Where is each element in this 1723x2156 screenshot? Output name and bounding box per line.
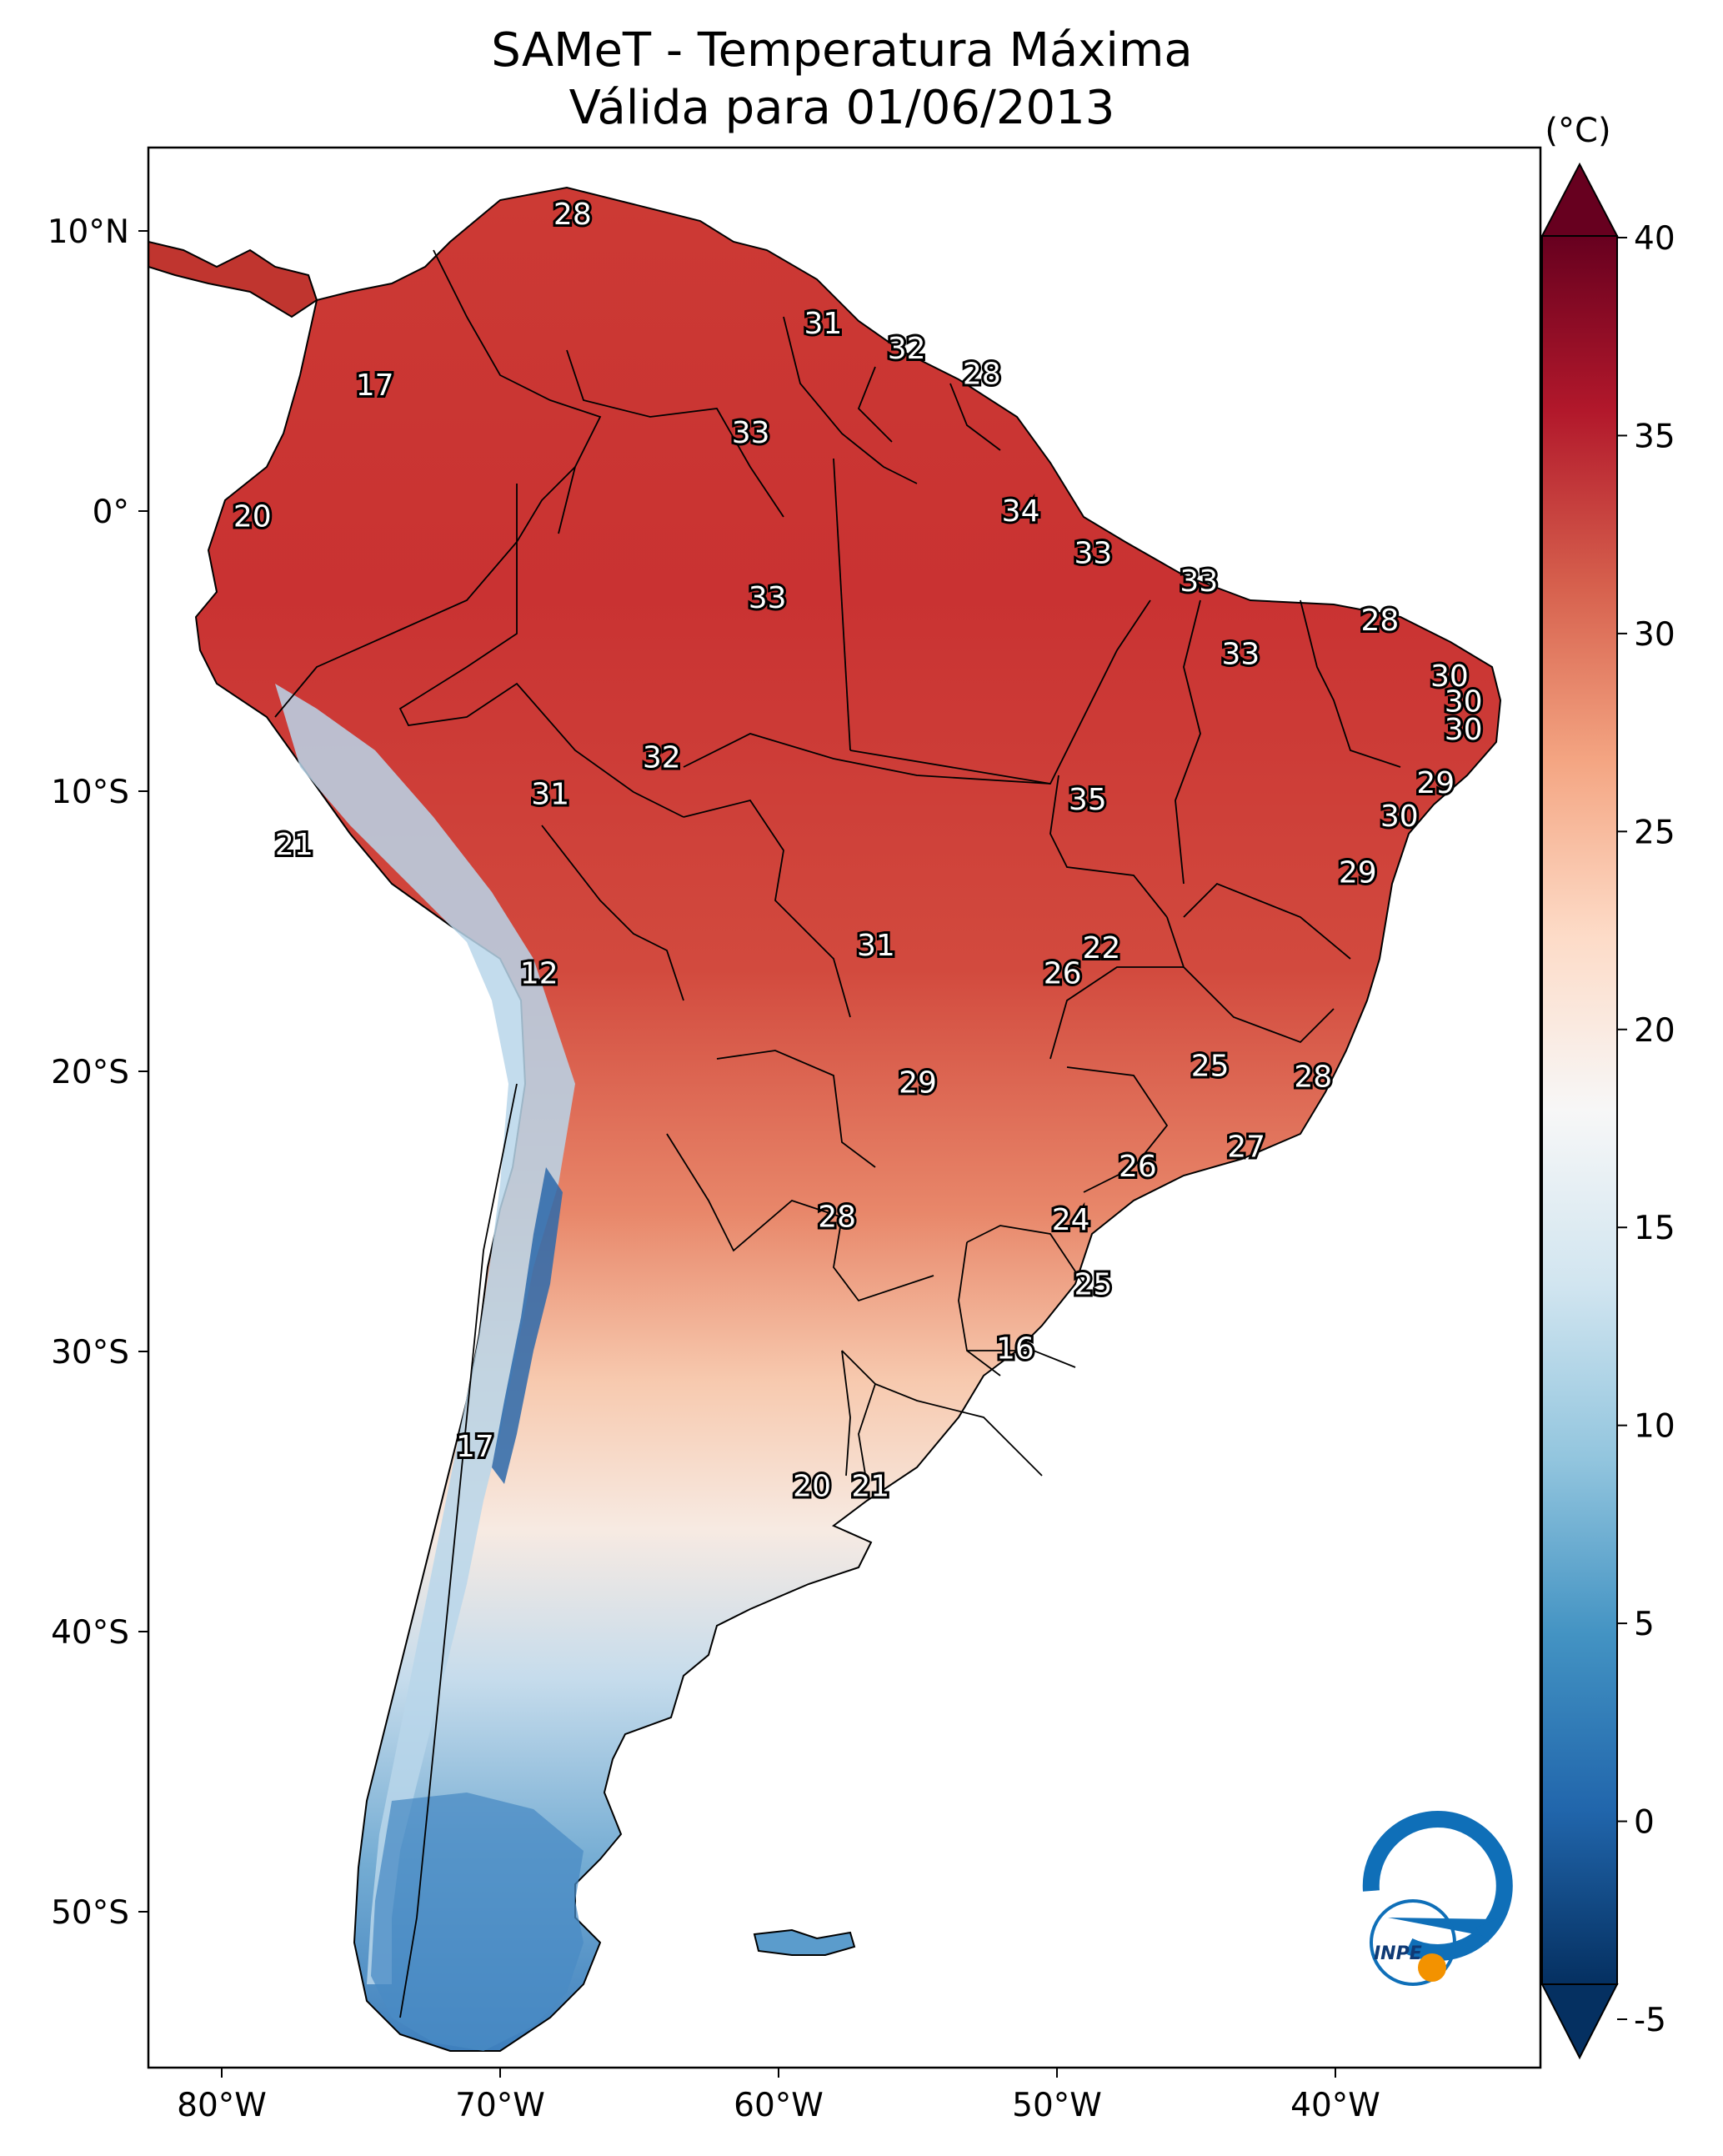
colorbar-tick-label: 10	[1634, 1408, 1675, 1446]
temperature-label: 35	[1069, 783, 1107, 817]
temperature-label: 33	[1180, 564, 1218, 599]
temperature-label: 24	[1052, 1203, 1090, 1237]
map-panel	[148, 148, 1540, 2068]
temperature-label: 30	[1445, 684, 1483, 719]
colorbar-tick-label: 20	[1634, 1012, 1675, 1050]
colorbar-tick-label: 0	[1634, 1804, 1655, 1842]
colorbar-tick-label: 30	[1634, 616, 1675, 654]
temperature-label: 20	[793, 1469, 831, 1503]
temperature-label: 32	[643, 741, 681, 775]
temperature-label: 30	[1430, 659, 1469, 694]
temperature-label: 28	[818, 1201, 856, 1235]
lat-tick-label: 0°	[93, 494, 129, 531]
temperature-label: 21	[275, 828, 313, 862]
temperature-label: 17	[456, 1430, 494, 1464]
temperature-label: 12	[520, 956, 558, 990]
central-america-land	[148, 240, 318, 318]
colorbar: (°C) -5 0 5 10 15 20 25 30 35 40	[1540, 112, 1675, 2060]
temperature-label: 28	[1294, 1060, 1332, 1095]
colorbar-ticks: -5 0 5 10 15 20 25 30 35 40	[1617, 220, 1675, 2039]
colorbar-tick-label: 35	[1634, 418, 1675, 455]
lon-tick-label: 70°W	[455, 2087, 545, 2124]
lon-tick-label: 40°W	[1290, 2087, 1380, 2124]
lat-tick-label: 10°N	[48, 213, 129, 251]
lon-tick-label: 50°W	[1012, 2087, 1102, 2124]
temperature-label: 31	[804, 307, 843, 341]
logo-globe-icon	[1370, 1899, 1456, 1986]
temperature-label: 26	[1119, 1150, 1157, 1184]
colorbar-tick-label: 25	[1634, 814, 1675, 851]
colorbar-gradient	[1541, 235, 1618, 1985]
temperature-label: 31	[531, 777, 569, 811]
temperature-label: 25	[1074, 1267, 1113, 1301]
title-line-2: Válida para 01/06/2013	[569, 81, 1115, 135]
temperature-label: 21	[851, 1469, 889, 1503]
temperature-label: 33	[1222, 637, 1260, 671]
lon-tick-label: 60°W	[734, 2087, 824, 2124]
temperature-label: 31	[857, 929, 895, 963]
temperature-label: 30	[1380, 800, 1419, 834]
lon-tick-label: 80°W	[177, 2087, 267, 2124]
lat-tick-label: 50°S	[51, 1894, 129, 1932]
colorbar-bottom-extension	[1540, 1983, 1619, 2060]
temperature-label: 33	[1074, 536, 1113, 570]
temperature-label: 26	[1044, 956, 1082, 990]
temperature-label: 27	[1227, 1131, 1265, 1165]
title-line-1: SAMeT - Temperatura Máxima	[491, 23, 1193, 78]
logo-swoosh-icon	[1362, 1810, 1513, 1961]
temperature-label: 16	[996, 1332, 1034, 1366]
temperature-label: 29	[899, 1065, 937, 1100]
logo-arrowhead-icon	[1475, 1918, 1500, 1943]
map-frame	[147, 146, 1542, 2069]
inpe-logo: INPE	[1362, 1810, 1513, 1986]
country-borders	[274, 249, 1401, 2018]
patagonia-cold-area	[371, 1792, 584, 2051]
lat-tick-label: 20°S	[51, 1054, 129, 1091]
temperature-label: 32	[888, 332, 926, 366]
colorbar-tick-label: 15	[1634, 1210, 1675, 1247]
colorbar-tick-label: 5	[1634, 1606, 1655, 1643]
logo-arrow-icon	[1388, 1918, 1496, 1936]
lat-tick-label: 30°S	[51, 1334, 129, 1371]
temperature-label: 28	[553, 198, 592, 232]
temperature-label: 30	[1445, 713, 1483, 747]
temperature-label: 28	[963, 357, 1001, 391]
longitude-ticks: 80°W 70°W 60°W 50°W 40°W	[177, 2068, 1380, 2124]
temperature-label: 29	[1416, 766, 1455, 800]
logo-text: INPE	[1374, 1943, 1422, 1964]
latitude-ticks: 10°N 0° 10°S 20°S 30°S 40°S 50°S	[48, 213, 148, 1932]
temperature-label: 33	[732, 416, 770, 450]
temperature-label: 28	[1361, 604, 1400, 638]
colorbar-top-extension	[1540, 162, 1619, 237]
temperature-label: 22	[1083, 931, 1121, 965]
temperature-label: 25	[1191, 1049, 1230, 1083]
temperature-label: 17	[356, 369, 394, 403]
andes-cold-band	[275, 684, 575, 1984]
lat-tick-label: 10°S	[51, 774, 129, 811]
temperature-label: 29	[1339, 855, 1377, 890]
temperature-label: 34	[1002, 494, 1040, 529]
colorbar-tick-label: 40	[1634, 220, 1675, 258]
colorbar-tick-label: -5	[1634, 2002, 1666, 2039]
falkland-islands	[753, 1928, 856, 1956]
lat-tick-label: 40°S	[51, 1614, 129, 1652]
temperature-label: 20	[233, 500, 272, 534]
temperature-label: 33	[749, 581, 787, 615]
andes-cold-core	[492, 1167, 563, 1484]
logo-orange-dot-icon	[1418, 1953, 1446, 1982]
colorbar-unit: (°C)	[1545, 112, 1610, 150]
